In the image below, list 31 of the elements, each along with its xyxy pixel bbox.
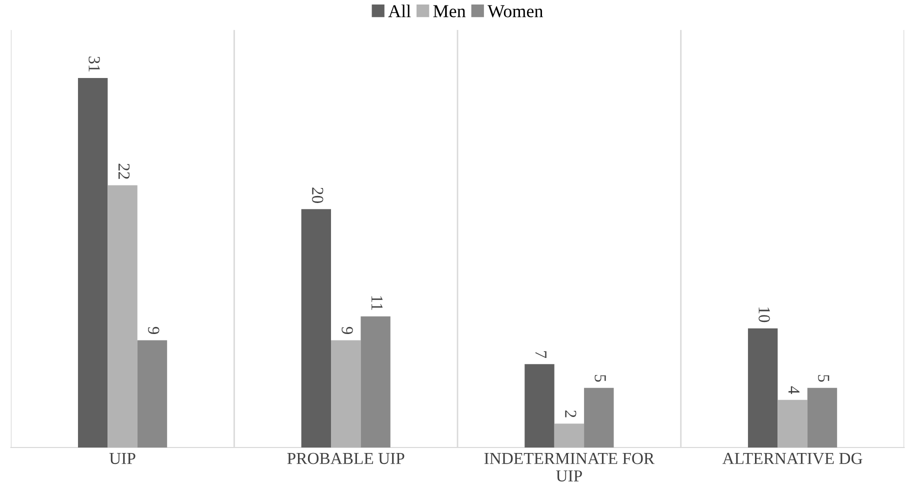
data-label: 2 (565, 410, 576, 418)
bar (807, 388, 838, 448)
bar (108, 185, 138, 448)
x-tick-label: INDETERMINATE FOR UIP (484, 452, 655, 482)
legend-label: Men (433, 5, 466, 18)
data-label: 5 (818, 374, 830, 382)
bar (524, 364, 554, 448)
data-label: 11 (372, 296, 383, 310)
x-tick-label: ALTERNATIVE DG (722, 452, 862, 464)
x-tick-label: PROBABLE UIP (287, 452, 404, 464)
bar (331, 340, 361, 448)
data-label: 20 (312, 188, 324, 203)
data-label: 31 (88, 56, 100, 72)
legend-label: All (388, 4, 411, 18)
bar (554, 424, 584, 448)
bar (78, 78, 108, 448)
bar (748, 328, 778, 448)
data-label: 9 (148, 326, 160, 334)
bar (301, 209, 332, 448)
data-label: 10 (758, 308, 770, 322)
legend-label: Women (488, 5, 543, 18)
bar (360, 316, 390, 448)
data-label: 5 (594, 374, 606, 382)
data-label: 9 (342, 326, 353, 334)
bar (584, 388, 614, 448)
data-label: 22 (118, 164, 130, 179)
bar (778, 400, 808, 448)
bar (137, 340, 168, 448)
x-tick-label: UIP (109, 453, 136, 464)
data-label: 4 (788, 386, 800, 394)
data-label: 7 (535, 351, 546, 358)
